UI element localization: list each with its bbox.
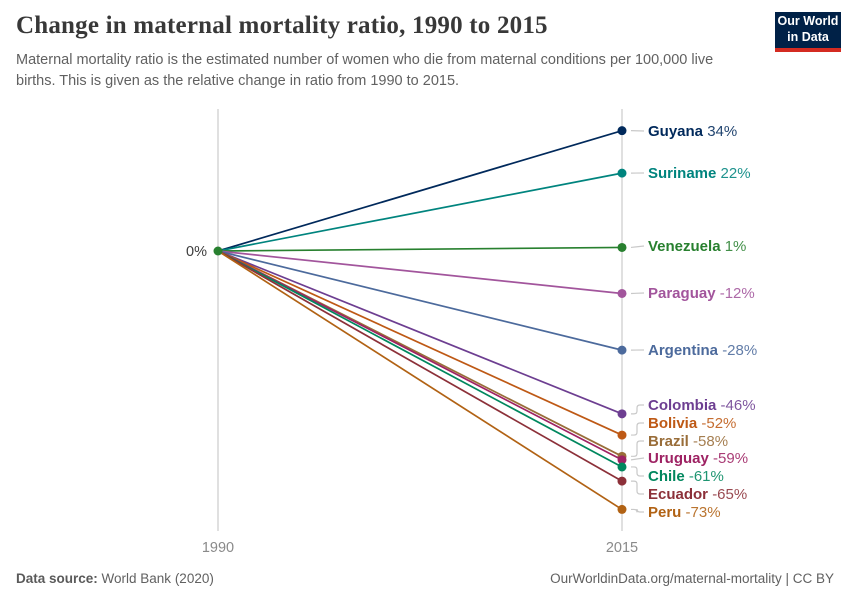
series-label-value-chile: -61% bbox=[689, 468, 724, 485]
axis-tick-label-1990: 1990 bbox=[202, 540, 234, 556]
end-dot-chile[interactable] bbox=[617, 462, 627, 472]
label-connector-brazil bbox=[631, 440, 644, 457]
series-label-value-uruguay: -59% bbox=[713, 450, 748, 467]
series-label-value-guyana: 34% bbox=[707, 123, 737, 140]
origin-dot bbox=[213, 246, 223, 256]
series-label-name-brazil: Brazil bbox=[648, 433, 693, 450]
series-label-uruguay[interactable]: Uruguay -59% bbox=[648, 450, 748, 467]
owid-logo-line2: in Data bbox=[787, 30, 829, 44]
end-dot-argentina[interactable] bbox=[617, 345, 627, 355]
data-source-label: Data source: bbox=[16, 571, 98, 586]
label-connector-bolivia bbox=[631, 422, 644, 436]
series-label-colombia[interactable]: Colombia -46% bbox=[648, 397, 756, 414]
chart-footer: Data source: World Bank (2020) OurWorldi… bbox=[16, 571, 834, 586]
end-dot-paraguay[interactable] bbox=[617, 288, 627, 298]
series-label-value-colombia: -46% bbox=[721, 397, 756, 414]
data-source-value: World Bank (2020) bbox=[97, 571, 214, 586]
end-dot-peru[interactable] bbox=[617, 504, 627, 514]
series-label-guyana[interactable]: Guyana 34% bbox=[648, 123, 737, 140]
label-connector-chile bbox=[631, 466, 644, 477]
baseline-label: 0% bbox=[186, 244, 207, 260]
series-label-value-venezuela: 1% bbox=[725, 238, 747, 255]
slope-line-venezuela[interactable] bbox=[217, 246, 623, 252]
end-dot-bolivia[interactable] bbox=[617, 430, 627, 440]
end-dot-ecuador[interactable] bbox=[617, 476, 627, 486]
series-label-name-ecuador: Ecuador bbox=[648, 486, 712, 503]
series-label-name-suriname: Suriname bbox=[648, 165, 721, 182]
label-connector-uruguay bbox=[630, 457, 645, 461]
slope-line-bolivia[interactable] bbox=[217, 250, 623, 436]
series-label-name-colombia: Colombia bbox=[648, 397, 721, 414]
slope-line-ecuador[interactable] bbox=[217, 250, 623, 482]
series-label-peru[interactable]: Peru -73% bbox=[648, 504, 721, 521]
series-label-name-argentina: Argentina bbox=[648, 342, 722, 359]
end-dot-suriname[interactable] bbox=[617, 168, 627, 178]
slope-line-argentina[interactable] bbox=[217, 250, 623, 351]
series-label-name-venezuela: Venezuela bbox=[648, 238, 725, 255]
end-dot-guyana[interactable] bbox=[617, 126, 627, 136]
series-label-name-peru: Peru bbox=[648, 504, 686, 521]
series-label-name-paraguay: Paraguay bbox=[648, 285, 720, 302]
series-label-argentina[interactable]: Argentina -28% bbox=[648, 342, 757, 359]
series-label-value-bolivia: -52% bbox=[701, 415, 736, 432]
series-label-value-suriname: 22% bbox=[721, 165, 751, 182]
series-label-ecuador[interactable]: Ecuador -65% bbox=[648, 486, 747, 503]
slope-line-uruguay[interactable] bbox=[217, 250, 623, 461]
series-label-chile[interactable]: Chile -61% bbox=[648, 468, 724, 485]
series-label-name-bolivia: Bolivia bbox=[648, 415, 701, 432]
series-label-venezuela[interactable]: Venezuela 1% bbox=[648, 238, 746, 255]
slope-line-paraguay[interactable] bbox=[217, 250, 623, 295]
label-connector-peru bbox=[631, 508, 644, 513]
end-dot-uruguay[interactable] bbox=[617, 455, 627, 465]
chart-header: Change in maternal mortality ratio, 1990… bbox=[16, 12, 760, 91]
owid-logo[interactable]: Our World in Data bbox=[775, 12, 841, 52]
credit-link[interactable]: OurWorldinData.org/maternal-mortality | … bbox=[550, 571, 834, 586]
series-label-value-peru: -73% bbox=[686, 504, 721, 521]
label-connector-ecuador bbox=[631, 480, 644, 495]
series-label-value-brazil: -58% bbox=[693, 433, 728, 450]
label-connector-colombia bbox=[631, 404, 644, 415]
series-label-paraguay[interactable]: Paraguay -12% bbox=[648, 285, 755, 302]
label-connector-venezuela bbox=[630, 245, 645, 249]
chart-subtitle: Maternal mortality ratio is the estimate… bbox=[16, 52, 714, 89]
series-label-bolivia[interactable]: Bolivia -52% bbox=[648, 415, 736, 432]
series-label-name-chile: Chile bbox=[648, 468, 689, 485]
series-label-suriname[interactable]: Suriname 22% bbox=[648, 165, 751, 182]
series-label-value-ecuador: -65% bbox=[712, 486, 747, 503]
end-dot-colombia[interactable] bbox=[617, 409, 627, 419]
series-label-value-argentina: -28% bbox=[722, 342, 757, 359]
slope-line-suriname[interactable] bbox=[217, 172, 623, 252]
slope-line-guyana[interactable] bbox=[217, 129, 623, 252]
slope-line-chile[interactable] bbox=[217, 250, 623, 468]
data-source: Data source: World Bank (2020) bbox=[16, 571, 214, 586]
series-label-name-uruguay: Uruguay bbox=[648, 450, 713, 467]
series-label-brazil[interactable]: Brazil -58% bbox=[648, 433, 728, 450]
end-dot-venezuela[interactable] bbox=[617, 242, 627, 252]
series-label-value-paraguay: -12% bbox=[720, 285, 755, 302]
slope-line-peru[interactable] bbox=[217, 250, 623, 511]
owid-logo-line1: Our World bbox=[777, 14, 839, 29]
slope-line-colombia[interactable] bbox=[217, 250, 623, 415]
page-title: Change in maternal mortality ratio, 1990… bbox=[16, 12, 548, 39]
axis-tick-label-2015: 2015 bbox=[606, 540, 638, 556]
series-label-name-guyana: Guyana bbox=[648, 123, 707, 140]
